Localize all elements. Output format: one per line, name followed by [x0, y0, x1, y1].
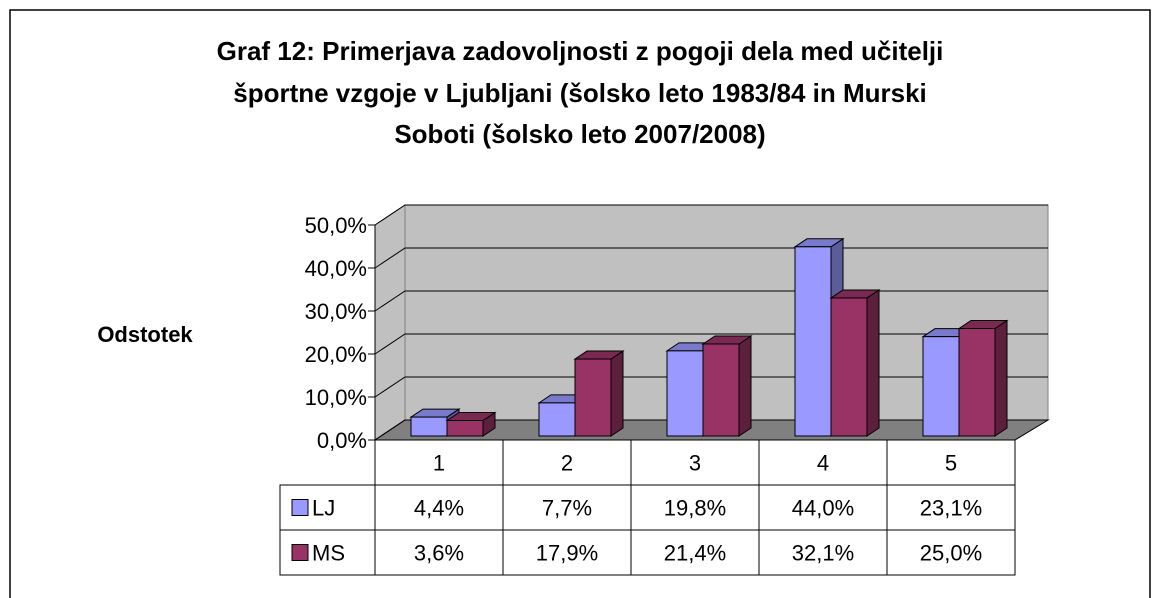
data-label: 23,1% [920, 495, 982, 520]
bar [666, 350, 704, 437]
bar-side [866, 289, 880, 437]
legend-swatch [291, 544, 309, 561]
bar [830, 297, 868, 437]
bar [538, 402, 576, 437]
y-tick-label: 30,0% [305, 299, 367, 324]
data-label: 25,0% [920, 540, 982, 565]
x-tick-label: 5 [945, 450, 957, 475]
data-label: 19,8% [664, 495, 726, 520]
bar [958, 328, 996, 437]
data-label: 7,7% [542, 495, 592, 520]
bar-side [610, 350, 624, 437]
grid-line [374, 204, 1048, 226]
bar [574, 358, 612, 437]
legend-label: MS [312, 540, 345, 565]
data-label: 44,0% [792, 495, 854, 520]
bar [702, 343, 740, 437]
y-tick-label: 10,0% [305, 385, 367, 410]
data-label: 21,4% [664, 540, 726, 565]
data-label: 3,6% [414, 540, 464, 565]
bar-side [738, 335, 752, 437]
x-tick-label: 3 [689, 450, 701, 475]
data-label: 4,4% [414, 495, 464, 520]
data-label: 32,1% [792, 540, 854, 565]
chart-title: Soboti (šolsko leto 2007/2008) [394, 119, 765, 149]
bar [922, 336, 960, 437]
side-wall [374, 204, 406, 441]
y-tick-label: 50,0% [305, 213, 367, 238]
chart-title: Graf 12: Primerjava zadovoljnosti z pogo… [217, 36, 944, 66]
y-tick-label: 20,0% [305, 342, 367, 367]
data-label: 17,9% [536, 540, 598, 565]
bar-side [994, 319, 1008, 437]
x-tick-label: 2 [561, 450, 573, 475]
bar [410, 416, 448, 437]
y-tick-label: 0,0% [317, 428, 367, 453]
legend-label: LJ [312, 495, 335, 520]
bar [794, 246, 832, 437]
y-axis-label: Odstotek [97, 322, 193, 347]
y-tick-label: 40,0% [305, 256, 367, 281]
chart-title: športne vzgoje v Ljubljani (šolsko leto … [233, 78, 927, 108]
x-tick-label: 4 [817, 450, 829, 475]
x-tick-label: 1 [433, 450, 445, 475]
legend-swatch [291, 499, 309, 516]
bar [446, 420, 484, 437]
